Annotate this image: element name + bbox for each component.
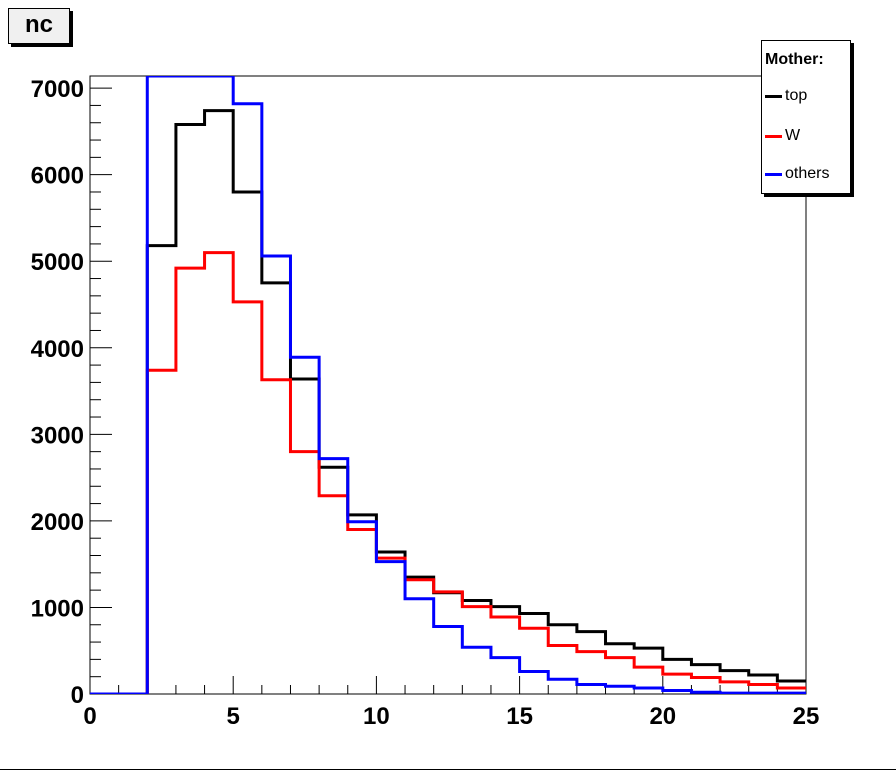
- histogram-top: [90, 109, 806, 694]
- histogram-title: nc: [8, 8, 70, 44]
- x-tick-label: 0: [83, 703, 96, 730]
- y-tick-label: 1000: [31, 595, 84, 622]
- histogram-others: [90, 76, 806, 694]
- y-tick-label: 3000: [31, 422, 84, 449]
- y-tick-label: 6000: [31, 163, 84, 190]
- canvas-bottom-border: [0, 769, 896, 770]
- x-tick-label: 5: [227, 703, 240, 730]
- legend-item-w: W: [765, 127, 800, 145]
- plot-frame: [89, 75, 807, 695]
- legend: Mother: top W others: [761, 40, 851, 194]
- legend-header: Mother:: [765, 51, 824, 68]
- y-tick-label: 7000: [31, 76, 84, 103]
- y-tick-label: 2000: [31, 509, 84, 536]
- x-tick-label: 15: [506, 703, 533, 730]
- y-tick-label: 4000: [31, 336, 84, 363]
- histogram-w: [90, 251, 806, 694]
- legend-item-top: top: [765, 87, 807, 105]
- x-tick-label: 25: [793, 703, 820, 730]
- y-tick-label: 5000: [31, 249, 84, 276]
- legend-item-others: others: [765, 165, 829, 183]
- x-tick-label: 10: [363, 703, 390, 730]
- x-tick-label: 20: [649, 703, 676, 730]
- y-tick-label: 0: [71, 682, 84, 709]
